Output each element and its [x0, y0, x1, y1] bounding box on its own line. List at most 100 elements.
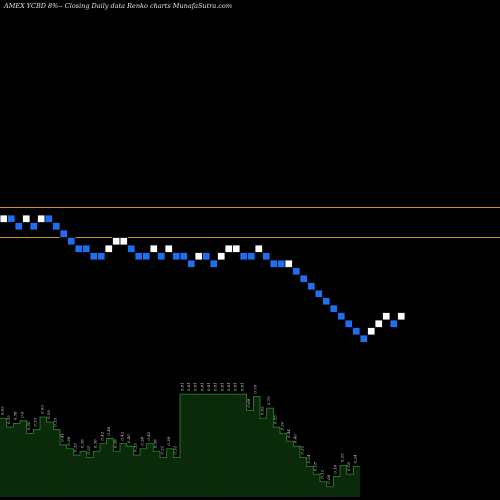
- volume-bar: [200, 394, 207, 497]
- volume-bar: [33, 429, 41, 497]
- volume-label: 0.08: [326, 474, 331, 483]
- renko-brick-down: [307, 282, 316, 291]
- volume-bar: [13, 423, 21, 497]
- volume-label: 0.31: [173, 446, 178, 455]
- volume-bar: [173, 457, 181, 497]
- renko-brick-down: [89, 252, 98, 261]
- renko-brick-down: [277, 259, 286, 268]
- volume-label: 0.81: [193, 382, 198, 391]
- volume-label: 0.36: [113, 439, 118, 448]
- volume-bar: [233, 394, 241, 497]
- volume-label: 0.42: [99, 431, 104, 440]
- renko-brick-up: [22, 214, 31, 223]
- volume-bar: [300, 457, 307, 497]
- volume-bar: [293, 446, 301, 497]
- volume-labels: 0.620.55 0.58 0.60.50 0.530.630.590.530.41 0…: [0, 382, 358, 484]
- volume-label: 0.81: [226, 382, 231, 391]
- volume-label: 0.70: [266, 396, 271, 405]
- volume-bar: [220, 394, 227, 497]
- renko-brick-down: [97, 252, 106, 261]
- renko-bricks: [0, 214, 406, 343]
- volume-bar: [253, 396, 261, 497]
- volume-label: 0.18: [346, 462, 351, 471]
- volume-outline: [0, 393, 360, 488]
- volume-label: 0.62: [0, 406, 4, 415]
- volume-label: 0.40: [126, 434, 131, 443]
- volume-bar: [133, 455, 141, 497]
- volume-bar: [60, 444, 67, 497]
- volume-bar: [73, 455, 81, 497]
- renko-brick-down: [329, 304, 338, 313]
- volume-bar: [66, 448, 74, 497]
- volume-bar: [320, 481, 327, 497]
- renko-brick-down: [29, 222, 38, 231]
- renko-brick-down: [389, 319, 398, 328]
- renko-brick-up: [254, 244, 263, 253]
- volume-label: 0.55: [6, 415, 11, 424]
- volume-bar: [40, 416, 47, 497]
- volume-label: 0.18: [313, 462, 318, 471]
- renko-brick-up: [0, 214, 8, 223]
- volume-bar: [213, 394, 221, 497]
- volume-bar: [6, 427, 14, 497]
- renko-brick-down: [322, 297, 331, 306]
- renko-brick-down: [67, 237, 76, 246]
- volume-label: 0.38: [139, 436, 144, 445]
- volume-label: 0.38: [66, 436, 71, 445]
- volume-label: 0.38: [166, 436, 171, 445]
- renko-brick-up: [374, 319, 383, 328]
- volume-label: 0.44: [286, 429, 291, 438]
- volume-label: 0.36: [79, 439, 84, 448]
- volume-bar: [120, 443, 127, 497]
- volume-bar: [113, 451, 121, 497]
- volume-bar: [100, 443, 107, 497]
- renko-brick-down: [337, 312, 346, 321]
- volume-label: 0.31: [299, 446, 304, 455]
- volume-bar: [286, 441, 294, 497]
- volume-label: 0.36: [93, 439, 98, 448]
- volume-label: 0.63: [39, 405, 44, 414]
- renko-brick-up: [217, 252, 226, 261]
- volume-bar: [306, 466, 314, 497]
- volume-label: 0.42: [119, 431, 124, 440]
- volume-label: 0.31: [159, 446, 164, 455]
- renko-brick-down: [52, 222, 61, 231]
- volume-label: 0.6: [19, 411, 24, 418]
- volume-label: 0.36: [153, 439, 158, 448]
- volume-bar: [166, 448, 174, 497]
- renko-brick-down: [314, 289, 323, 298]
- volume-label: 0.42: [146, 431, 151, 440]
- volume-bar: [260, 418, 267, 497]
- renko-brick-up: [397, 312, 406, 321]
- renko-brick-down: [299, 274, 308, 283]
- volume-bar: [180, 394, 187, 497]
- volume-bar: [86, 457, 94, 497]
- renko-brick-up: [104, 244, 113, 253]
- volume-label: 0.59: [46, 410, 51, 419]
- renko-brick-up: [37, 214, 46, 223]
- renko-brick-up: [112, 237, 121, 246]
- renko-brick-down: [74, 244, 83, 253]
- volume-bar: [153, 451, 161, 497]
- renko-brick-down: [7, 214, 16, 223]
- volume-bar: [326, 486, 334, 497]
- renko-brick-down: [187, 259, 196, 268]
- renko-brick-down: [359, 334, 368, 343]
- volume-label: 0.33: [133, 443, 138, 452]
- renko-brick-up: [224, 244, 233, 253]
- renko-brick-down: [14, 222, 23, 231]
- renko-brick-up: [382, 312, 391, 321]
- volume-bar: [340, 465, 347, 497]
- volume-bar: [80, 451, 87, 497]
- renko-brick-down: [239, 252, 248, 261]
- volume-label: 0.79: [253, 384, 258, 393]
- renko-brick-down: [82, 244, 91, 253]
- renko-brick-up: [284, 259, 293, 268]
- volume-bar: [193, 394, 201, 497]
- renko-brick-down: [157, 252, 166, 261]
- volume-bar: [206, 394, 214, 497]
- volume-bar: [333, 476, 341, 497]
- volume-bar: [273, 427, 281, 497]
- volume-label: 0.81: [199, 382, 204, 391]
